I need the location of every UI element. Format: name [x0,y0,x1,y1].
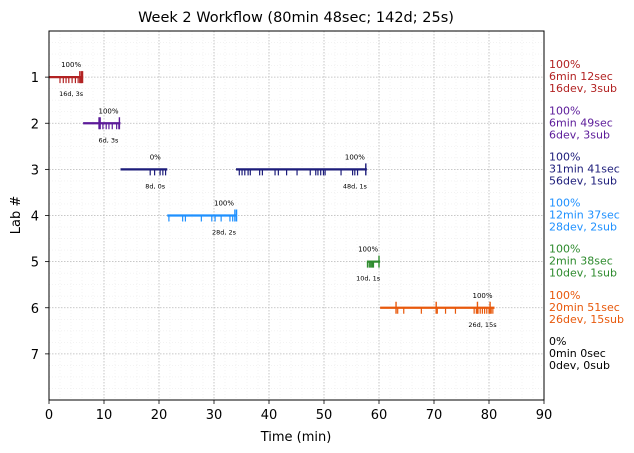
x-tick-label: 70 [426,408,443,423]
count-label: 10d, 1s [356,275,381,283]
side-label: 28dev, 2sub [549,221,617,234]
side-label: 100% [549,104,580,117]
side-label: 2min 38sec [549,255,613,268]
x-axis-label: Time (min) [260,430,332,445]
chart-title: Week 2 Workflow (80min 48sec; 142d; 25s) [138,10,454,26]
y-tick-label: 4 [31,210,39,225]
progress-label: 0% [150,153,161,161]
x-tick-label: 60 [371,408,388,423]
progress-label: 100% [214,200,234,208]
y-tick-label: 1 [31,71,39,86]
side-label: 100% [549,58,580,71]
x-tick-label: 50 [316,408,333,423]
count-label: 26d, 15s [468,321,497,329]
progress-label: 100% [345,153,365,161]
y-tick-label: 2 [31,117,39,132]
count-label: 28d, 2s [212,229,237,237]
count-label: 16d, 3s [59,90,84,98]
y-tick-label: 3 [31,163,39,178]
side-label: 100% [549,150,580,163]
side-label: 0% [549,335,566,348]
side-label: 16dev, 3sub [549,82,617,95]
side-label: 100% [549,197,580,210]
side-label: 6dev, 3sub [549,128,610,141]
side-label: 0min 0sec [549,347,606,360]
y-tick-label: 6 [31,302,39,317]
progress-label: 100% [358,246,378,254]
side-label: 6min 12sec [549,70,613,83]
y-tick-label: 5 [31,256,39,271]
count-label: 8d, 0s [145,182,166,190]
x-tick-label: 80 [481,408,498,423]
x-axis: 0 10 20 30 40 50 60 70 80 90 [45,400,552,423]
side-label: 56dev, 1sub [549,174,617,187]
progress-label: 100% [98,107,118,115]
side-label: 26dev, 15sub [549,313,624,326]
x-tick-label: 30 [206,408,223,423]
x-tick-label: 20 [151,408,168,423]
side-label: 6min 49sec [549,116,613,129]
y-axis-label: Lab # [9,196,24,235]
side-label: 10dev, 1sub [549,267,617,280]
progress-label: 100% [472,292,492,300]
side-label: 100% [549,289,580,302]
x-tick-label: 0 [45,408,53,423]
side-label: 0dev, 0sub [549,359,610,372]
x-tick-label: 90 [536,408,553,423]
y-axis: 1 2 3 4 5 6 7 [31,71,49,363]
side-label: 100% [549,243,580,256]
progress-label: 100% [61,61,81,69]
count-label: 48d, 1s [343,182,368,190]
x-tick-label: 10 [96,408,113,423]
side-label: 20min 51sec [549,301,620,314]
x-tick-label: 40 [261,408,278,423]
chart-marks: 100% 16d, 3s 100% 6d, 3s 0% 8d, 0s 100% 48d, 1s… [49,61,497,329]
side-label: 12min 37sec [549,209,620,222]
side-label: 31min 41sec [549,162,620,175]
y-tick-label: 7 [31,348,39,363]
count-label: 6d, 3s [99,136,120,144]
major-grid [48,31,545,400]
